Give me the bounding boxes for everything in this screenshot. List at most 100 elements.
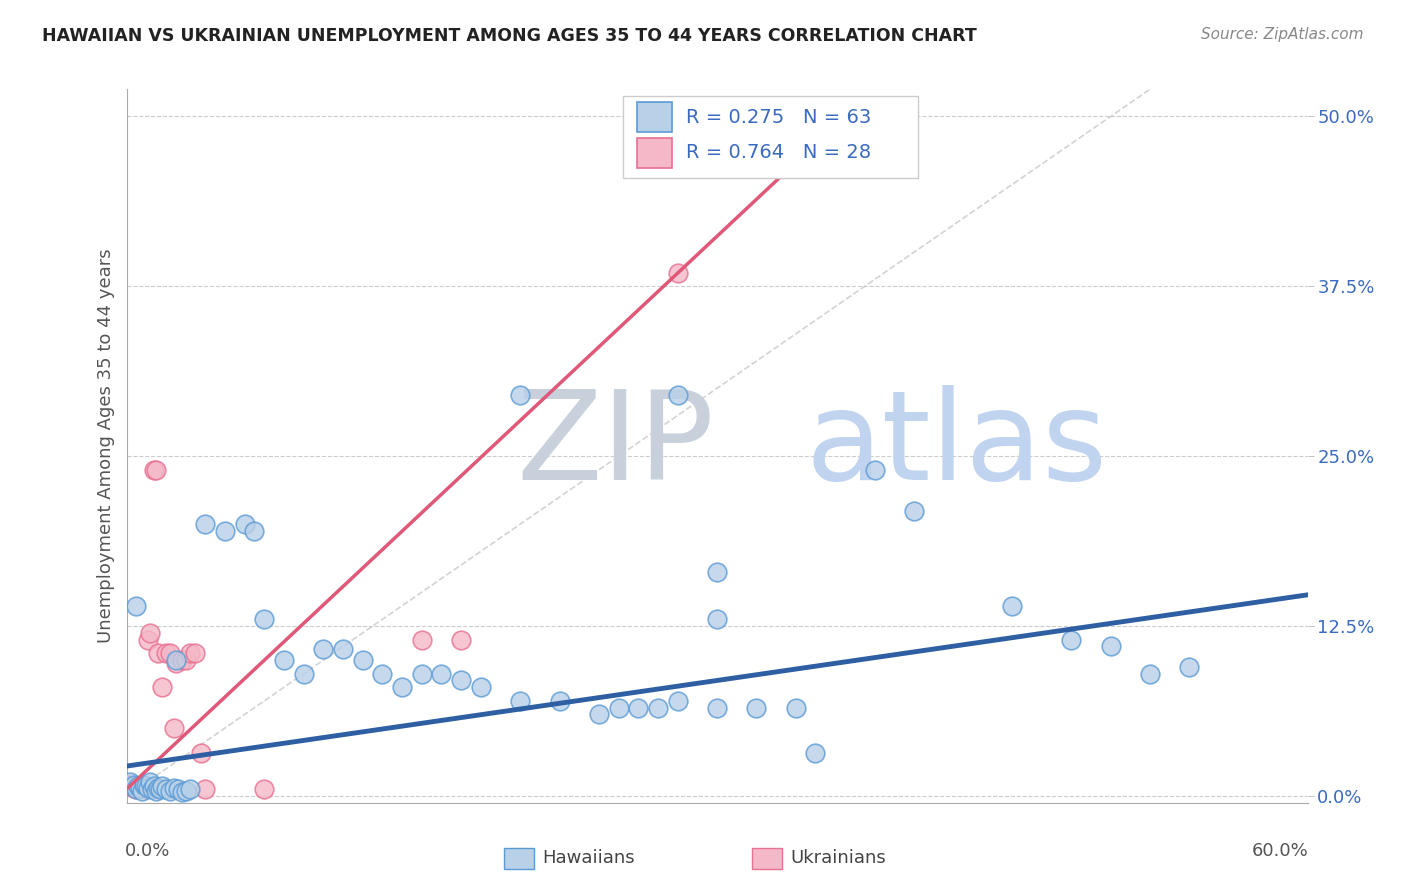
Point	[745, 700, 768, 714]
Point	[190, 746, 212, 760]
Point	[159, 783, 181, 797]
Point	[174, 783, 197, 797]
Point	[165, 653, 187, 667]
Point	[159, 646, 181, 660]
Point	[666, 266, 689, 280]
Point	[136, 780, 159, 795]
Point	[170, 653, 193, 667]
Point	[146, 780, 169, 795]
Point	[588, 707, 610, 722]
Point	[706, 565, 728, 579]
Point	[139, 775, 162, 789]
Point	[135, 782, 157, 797]
Point	[125, 782, 148, 797]
Point	[163, 721, 186, 735]
Point	[146, 646, 169, 660]
Point	[312, 642, 335, 657]
Point	[145, 783, 167, 797]
Point	[135, 780, 157, 794]
Point	[174, 653, 197, 667]
Point	[352, 653, 374, 667]
Point	[155, 646, 177, 660]
Point	[125, 782, 148, 797]
Point	[1178, 660, 1201, 674]
Point	[129, 780, 152, 795]
Point	[1001, 599, 1024, 613]
Point	[139, 626, 162, 640]
Point	[129, 780, 152, 795]
Point	[131, 778, 153, 792]
Text: Hawaiians: Hawaiians	[543, 849, 636, 867]
Text: R = 0.275   N = 63: R = 0.275 N = 63	[686, 108, 872, 127]
Point	[863, 463, 886, 477]
Point	[1060, 632, 1083, 647]
Point	[411, 666, 433, 681]
Point	[253, 612, 276, 626]
Point	[194, 782, 217, 797]
Text: ZIP: ZIP	[516, 385, 714, 507]
Point	[243, 524, 266, 538]
Point	[785, 700, 807, 714]
Point	[155, 782, 177, 797]
Text: Ukrainians: Ukrainians	[790, 849, 886, 867]
Point	[163, 780, 186, 795]
Point	[170, 785, 193, 799]
Point	[127, 780, 149, 794]
Point	[903, 503, 925, 517]
Point	[666, 388, 689, 402]
Point	[1139, 666, 1161, 681]
Text: HAWAIIAN VS UKRAINIAN UNEMPLOYMENT AMONG AGES 35 TO 44 YEARS CORRELATION CHART: HAWAIIAN VS UKRAINIAN UNEMPLOYMENT AMONG…	[42, 27, 977, 45]
Point	[124, 778, 146, 792]
Text: 60.0%: 60.0%	[1251, 842, 1309, 860]
Point	[150, 680, 173, 694]
Point	[647, 700, 669, 714]
Point	[292, 666, 315, 681]
Point	[125, 599, 148, 613]
Point	[134, 778, 156, 792]
Point	[371, 666, 394, 681]
FancyBboxPatch shape	[623, 96, 918, 178]
Point	[233, 517, 256, 532]
Point	[149, 782, 172, 797]
Point	[179, 782, 201, 797]
Point	[165, 656, 187, 670]
Y-axis label: Unemployment Among Ages 35 to 44 years: Unemployment Among Ages 35 to 44 years	[97, 249, 115, 643]
Point	[134, 780, 156, 794]
Point	[450, 632, 472, 647]
Point	[124, 780, 146, 795]
Point	[804, 746, 827, 760]
Point	[391, 680, 413, 694]
Point	[145, 463, 167, 477]
Point	[450, 673, 472, 688]
Point	[136, 632, 159, 647]
Point	[548, 694, 571, 708]
Point	[120, 778, 142, 792]
Text: R = 0.764   N = 28: R = 0.764 N = 28	[686, 144, 872, 162]
Text: atlas: atlas	[806, 385, 1108, 507]
Point	[166, 782, 188, 797]
Point	[141, 782, 163, 797]
Point	[253, 782, 276, 797]
Point	[143, 463, 166, 477]
Point	[184, 646, 207, 660]
Point	[120, 775, 142, 789]
Point	[607, 700, 630, 714]
Text: Source: ZipAtlas.com: Source: ZipAtlas.com	[1201, 27, 1364, 42]
Point	[430, 666, 453, 681]
Point	[411, 632, 433, 647]
Point	[706, 612, 728, 626]
Point	[273, 653, 295, 667]
Point	[179, 646, 201, 660]
Point	[214, 524, 236, 538]
FancyBboxPatch shape	[505, 847, 534, 869]
Point	[509, 694, 531, 708]
Point	[194, 517, 217, 532]
FancyBboxPatch shape	[637, 102, 672, 132]
Point	[666, 694, 689, 708]
FancyBboxPatch shape	[637, 137, 672, 168]
Point	[131, 783, 153, 797]
Point	[627, 700, 650, 714]
Point	[150, 780, 173, 794]
Point	[332, 642, 354, 657]
Point	[509, 388, 531, 402]
